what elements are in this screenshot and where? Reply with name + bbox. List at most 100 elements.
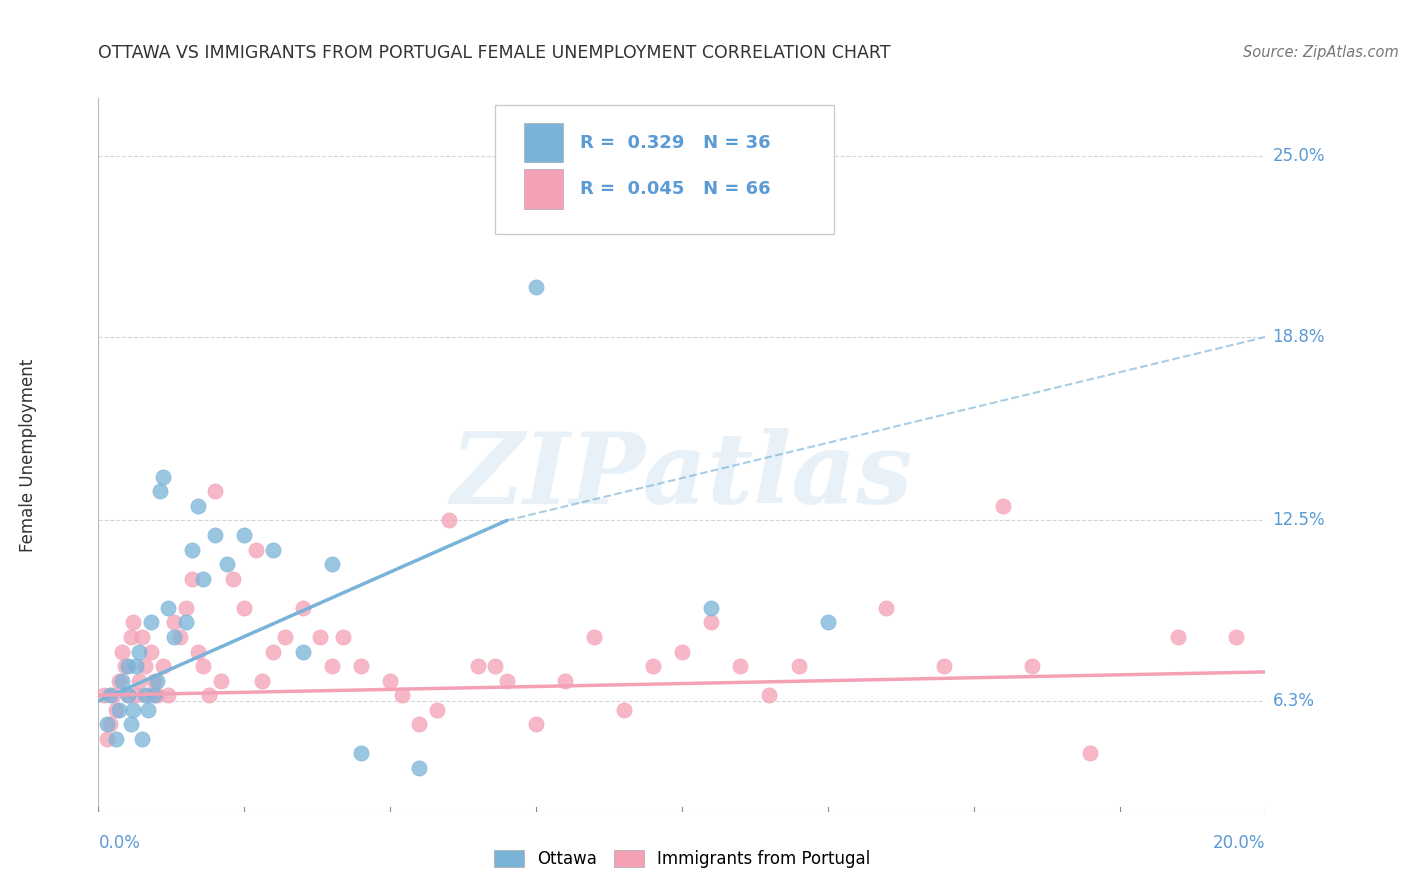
Point <box>149 484 172 499</box>
Point <box>641 659 664 673</box>
Point <box>120 630 142 644</box>
Point <box>122 703 145 717</box>
Text: 20.0%: 20.0% <box>1213 834 1265 852</box>
Point <box>134 659 156 673</box>
Point <box>131 731 153 746</box>
Point <box>934 659 956 673</box>
Point <box>136 688 159 702</box>
Point <box>758 688 780 702</box>
Point <box>332 630 354 644</box>
Point <box>111 673 134 688</box>
Point <box>139 615 162 630</box>
Text: Female Unemployment: Female Unemployment <box>20 359 37 551</box>
Text: 18.8%: 18.8% <box>1272 328 1324 346</box>
Point <box>245 542 267 557</box>
Point <box>1167 630 1189 644</box>
Point <box>198 688 221 702</box>
Point <box>250 673 273 688</box>
Point <box>104 703 127 717</box>
Point <box>111 644 134 658</box>
Point <box>101 688 124 702</box>
Point <box>233 528 256 542</box>
Text: R =  0.045   N = 66: R = 0.045 N = 66 <box>581 180 770 198</box>
Point <box>152 469 174 483</box>
Point <box>104 731 127 746</box>
Point <box>193 659 215 673</box>
Point <box>117 659 139 673</box>
Point <box>321 557 343 571</box>
Point <box>309 630 332 644</box>
Point <box>152 659 174 673</box>
Point <box>163 615 186 630</box>
Point <box>321 659 343 673</box>
Point <box>262 644 284 658</box>
Point <box>108 703 131 717</box>
Point <box>128 673 150 688</box>
Point <box>274 630 297 644</box>
Point <box>139 644 162 658</box>
Point <box>134 688 156 702</box>
Point <box>524 717 547 731</box>
Point <box>122 615 145 630</box>
Text: Source: ZipAtlas.com: Source: ZipAtlas.com <box>1243 45 1399 60</box>
Point <box>875 600 897 615</box>
Point <box>114 659 136 673</box>
Point <box>378 673 402 688</box>
Point <box>120 717 142 731</box>
FancyBboxPatch shape <box>524 123 562 162</box>
Point <box>215 557 238 571</box>
Point <box>136 703 159 717</box>
Point <box>787 659 810 673</box>
Text: R =  0.329   N = 36: R = 0.329 N = 36 <box>581 134 770 152</box>
Point <box>117 688 139 702</box>
Point <box>209 673 232 688</box>
FancyBboxPatch shape <box>524 169 562 209</box>
Text: 25.0%: 25.0% <box>1272 147 1324 165</box>
Point <box>291 600 314 615</box>
Point <box>408 761 430 775</box>
Point <box>142 688 165 702</box>
Point <box>700 600 723 615</box>
Text: 12.5%: 12.5% <box>1272 511 1324 530</box>
Legend: Ottawa, Immigrants from Portugal: Ottawa, Immigrants from Portugal <box>486 843 877 875</box>
Point <box>221 572 243 586</box>
Point <box>700 615 723 630</box>
Point <box>157 688 180 702</box>
Point <box>524 280 547 294</box>
Point <box>125 688 148 702</box>
Point <box>262 542 284 557</box>
Text: OTTAWA VS IMMIGRANTS FROM PORTUGAL FEMALE UNEMPLOYMENT CORRELATION CHART: OTTAWA VS IMMIGRANTS FROM PORTUGAL FEMAL… <box>98 45 891 62</box>
Point <box>187 644 209 658</box>
Point <box>583 630 606 644</box>
Point <box>174 615 197 630</box>
Text: 6.3%: 6.3% <box>1272 692 1315 710</box>
Point <box>1021 659 1043 673</box>
Point <box>146 673 169 688</box>
Point <box>169 630 191 644</box>
Point <box>350 747 373 761</box>
Point <box>350 659 373 673</box>
Point <box>93 688 115 702</box>
Point <box>1225 630 1247 644</box>
Point <box>671 644 693 658</box>
Point <box>131 630 153 644</box>
Point <box>125 659 148 673</box>
Point <box>128 644 150 658</box>
Point <box>408 717 430 731</box>
Point <box>730 659 752 673</box>
Point <box>163 630 186 644</box>
Point <box>1080 747 1102 761</box>
Point <box>817 615 839 630</box>
Point <box>426 703 449 717</box>
Point <box>96 717 118 731</box>
Point <box>437 513 460 527</box>
Point <box>117 688 139 702</box>
Point <box>174 600 197 615</box>
Point <box>98 717 121 731</box>
Point <box>484 659 506 673</box>
Point <box>495 673 517 688</box>
Point <box>193 572 215 586</box>
Point <box>187 499 209 513</box>
Text: 0.0%: 0.0% <box>98 834 141 852</box>
Point <box>204 528 226 542</box>
